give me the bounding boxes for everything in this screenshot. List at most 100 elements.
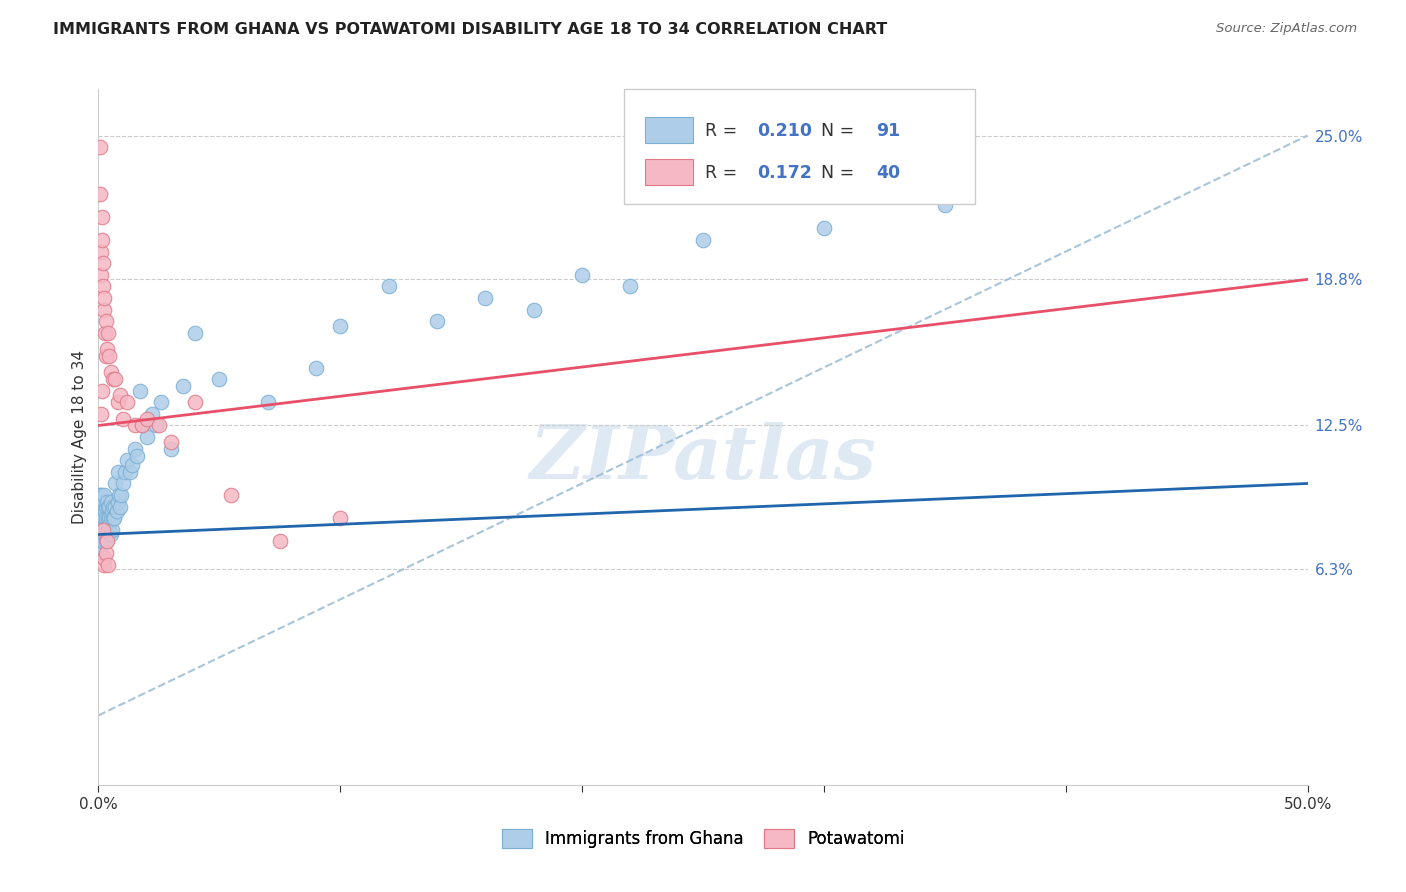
Point	[89, 518, 111, 533]
Point	[94, 534, 117, 549]
Point	[131, 418, 153, 433]
Point	[90, 407, 112, 421]
Point	[90, 518, 112, 533]
Point	[105, 504, 128, 518]
Point	[91, 504, 114, 518]
Point	[101, 372, 124, 386]
Point	[96, 495, 118, 509]
Point	[103, 500, 125, 514]
Point	[117, 453, 139, 467]
Point	[813, 221, 835, 235]
Point	[91, 500, 114, 514]
Point	[90, 527, 112, 541]
Point	[141, 407, 163, 421]
Point	[91, 233, 114, 247]
Point	[100, 504, 122, 518]
Point	[104, 500, 127, 514]
Point	[111, 411, 134, 425]
Y-axis label: Disability Age 18 to 34: Disability Age 18 to 34	[72, 350, 87, 524]
Point	[93, 558, 115, 572]
Point	[377, 279, 399, 293]
Point	[135, 411, 157, 425]
Point	[256, 395, 278, 409]
Point	[91, 534, 114, 549]
FancyBboxPatch shape	[624, 89, 976, 204]
Point	[97, 523, 120, 537]
Point	[98, 518, 121, 533]
Point	[94, 314, 117, 328]
Point	[94, 518, 117, 533]
Point	[90, 244, 112, 259]
Point	[96, 511, 118, 525]
Point	[91, 534, 114, 549]
Point	[94, 326, 117, 340]
Point	[329, 511, 352, 525]
Point	[90, 527, 112, 541]
Point	[221, 488, 243, 502]
Point	[89, 534, 111, 549]
Point	[93, 495, 115, 509]
Point	[148, 418, 170, 433]
Point	[89, 186, 111, 201]
Text: N =: N =	[821, 122, 860, 140]
Point	[93, 511, 115, 525]
Point	[127, 449, 149, 463]
Point	[184, 326, 207, 340]
Point	[94, 546, 117, 560]
Point	[89, 500, 111, 514]
Point	[98, 349, 121, 363]
Point	[91, 500, 114, 514]
Point	[121, 458, 143, 472]
Text: ZIPatlas: ZIPatlas	[530, 422, 876, 494]
Point	[94, 500, 117, 514]
Point	[91, 256, 114, 270]
Point	[89, 527, 111, 541]
Point	[208, 372, 231, 386]
Point	[89, 511, 111, 525]
Text: R =: R =	[706, 122, 744, 140]
Point	[89, 488, 111, 502]
Point	[93, 511, 115, 525]
Point	[91, 210, 114, 224]
Point	[91, 518, 114, 533]
Point	[108, 388, 131, 402]
Point	[94, 523, 117, 537]
Point	[89, 140, 111, 154]
Point	[101, 511, 124, 525]
Point	[89, 523, 111, 537]
FancyBboxPatch shape	[645, 159, 693, 186]
Point	[107, 495, 129, 509]
Point	[90, 511, 112, 525]
Point	[91, 279, 114, 293]
Point	[91, 495, 114, 509]
Text: Source: ZipAtlas.com: Source: ZipAtlas.com	[1216, 22, 1357, 36]
Point	[523, 302, 546, 317]
Point	[329, 318, 352, 333]
Point	[93, 291, 115, 305]
Point	[474, 291, 496, 305]
Point	[108, 500, 131, 514]
Point	[305, 360, 328, 375]
Point	[90, 500, 112, 514]
Point	[100, 527, 122, 541]
Text: 40: 40	[876, 164, 900, 182]
Point	[135, 430, 157, 444]
Point	[124, 442, 146, 456]
Point	[90, 488, 112, 502]
Point	[172, 379, 194, 393]
Point	[150, 395, 173, 409]
Text: IMMIGRANTS FROM GHANA VS POTAWATOMI DISABILITY AGE 18 TO 34 CORRELATION CHART: IMMIGRANTS FROM GHANA VS POTAWATOMI DISA…	[53, 22, 887, 37]
Point	[97, 326, 120, 340]
Point	[97, 511, 120, 525]
FancyBboxPatch shape	[645, 117, 693, 144]
Point	[145, 418, 167, 433]
Point	[97, 500, 120, 514]
Point	[91, 523, 114, 537]
Point	[107, 465, 129, 479]
Point	[571, 268, 593, 282]
Point	[91, 523, 114, 537]
Point	[103, 511, 125, 525]
Point	[100, 511, 122, 525]
Point	[118, 465, 141, 479]
Text: N =: N =	[821, 164, 860, 182]
